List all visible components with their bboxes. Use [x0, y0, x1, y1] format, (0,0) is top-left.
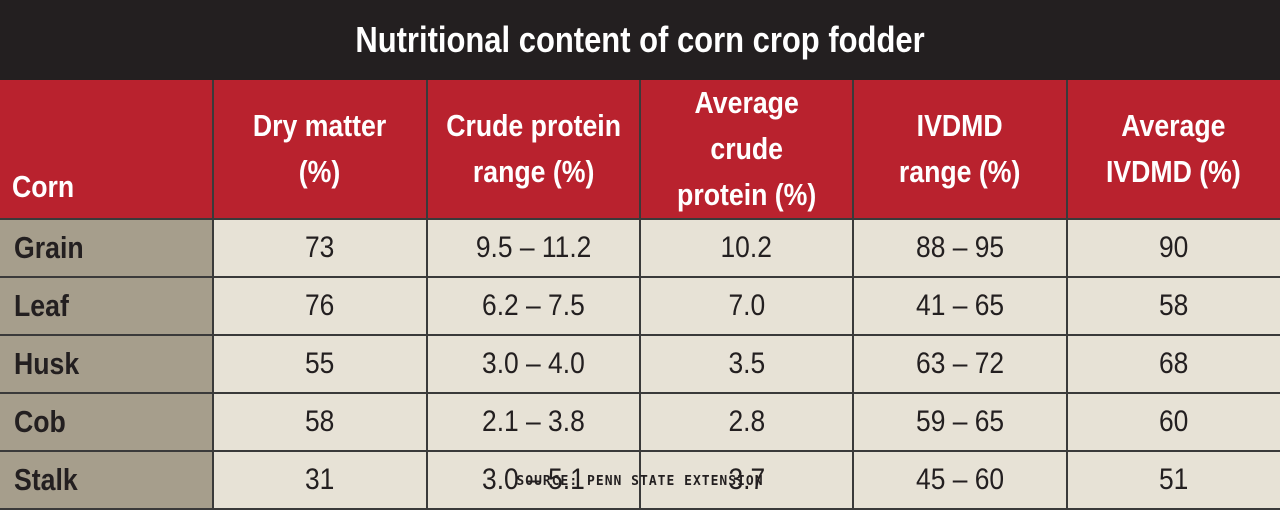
table-cell: 2.1 – 3.8: [425, 392, 641, 452]
cell-value: 90: [1159, 231, 1189, 264]
header-row: Corn Dry matter (%) Crude protein range …: [0, 80, 1280, 220]
cell-value: 10.2: [720, 231, 773, 264]
column-header-label: Crude protein range (%): [445, 108, 621, 189]
cell-value: 73: [305, 231, 335, 264]
table-row: Husk 55 3.0 – 4.0 3.5 63 – 72 68: [0, 334, 1280, 394]
table-cell: 41 – 65: [852, 276, 1068, 336]
table-cell: 6.2 – 7.5: [425, 276, 641, 336]
cell-value: 31: [305, 463, 335, 496]
row-label-text: Grain: [14, 230, 84, 265]
table-cell: 10.2: [638, 218, 855, 278]
table-cell: 68: [1065, 334, 1280, 394]
cell-value: 58: [305, 405, 335, 438]
table-cell: 51: [1065, 450, 1280, 510]
column-header-label: Average crude protein (%): [677, 85, 817, 212]
chart-title: Nutritional content of corn crop fodder: [355, 19, 925, 60]
column-header-label: Corn: [12, 169, 75, 204]
cell-value: 7.0: [728, 289, 765, 322]
table-cell: 55: [212, 334, 428, 394]
cell-value: 63 – 72: [915, 347, 1005, 380]
row-label-stalk: Stalk: [0, 450, 215, 510]
table-cell: 59 – 65: [852, 392, 1068, 452]
column-header-corn: Corn: [0, 80, 215, 220]
table-cell: 3.0 – 4.0: [425, 334, 641, 394]
cell-value: 68: [1159, 347, 1189, 380]
table-cell: 2.8: [638, 392, 855, 452]
cell-value: 2.1 – 3.8: [481, 405, 585, 438]
cell-value: 9.5 – 11.2: [475, 231, 592, 264]
cell-value: 3.0 – 5.1: [481, 463, 585, 496]
cell-value: 60: [1159, 405, 1189, 438]
table-cell: 63 – 72: [852, 334, 1068, 394]
table-cell: 88 – 95: [852, 218, 1068, 278]
row-label-husk: Husk: [0, 334, 215, 394]
table-row: Cob 58 2.1 – 3.8 2.8 59 – 65 60: [0, 392, 1280, 452]
table-cell: 3.5: [638, 334, 855, 394]
table-cell: 73: [212, 218, 428, 278]
row-label-grain: Grain: [0, 218, 215, 278]
row-label-leaf: Leaf: [0, 276, 215, 336]
table-cell: 7.0: [638, 276, 855, 336]
cell-value: 6.2 – 7.5: [481, 289, 585, 322]
cell-value: 58: [1159, 289, 1189, 322]
cell-value: 3.5: [728, 347, 765, 380]
table-cell: 58: [1065, 276, 1280, 336]
title-bar: Nutritional content of corn crop fodder: [0, 0, 1280, 80]
nutrition-table: Corn Dry matter (%) Crude protein range …: [0, 80, 1280, 510]
cell-value: 59 – 65: [915, 405, 1005, 438]
row-label-text: Leaf: [14, 288, 69, 323]
row-label-cob: Cob: [0, 392, 215, 452]
cell-value: 76: [305, 289, 335, 322]
cell-value: 88 – 95: [915, 231, 1005, 264]
cell-value: 3.0 – 4.0: [481, 347, 585, 380]
cell-value: 2.8: [728, 405, 765, 438]
table-cell: 60: [1065, 392, 1280, 452]
row-label-text: Husk: [14, 346, 80, 381]
column-header-average-crude-protein: Average crude protein (%): [638, 80, 855, 220]
table-row: Grain 73 9.5 – 11.2 10.2 88 – 95 90: [0, 218, 1280, 278]
table-cell: 58: [212, 392, 428, 452]
table-cell: 3.0 – 5.1: [425, 450, 641, 510]
column-header-average-ivdmd: Average IVDMD (%): [1065, 80, 1280, 220]
column-header-label: Dry matter (%): [253, 108, 387, 189]
cell-value: 51: [1159, 463, 1189, 496]
column-header-dry-matter: Dry matter (%): [212, 80, 428, 220]
row-label-text: Stalk: [14, 462, 78, 497]
cell-value: 45 – 60: [915, 463, 1005, 496]
column-header-crude-protein-range: Crude protein range (%): [425, 80, 641, 220]
table-row: Leaf 76 6.2 – 7.5 7.0 41 – 65 58: [0, 276, 1280, 336]
column-header-ivdmd-range: IVDMD range (%): [852, 80, 1068, 220]
column-header-label: IVDMD range (%): [899, 108, 1021, 189]
cell-value: 41 – 65: [915, 289, 1005, 322]
table-cell: 76: [212, 276, 428, 336]
column-header-label: Average IVDMD (%): [1106, 108, 1242, 189]
row-label-text: Cob: [14, 404, 66, 439]
cell-value: 3.7: [728, 463, 765, 496]
source-note: SOURCE: PENN STATE EXTENSION: [516, 474, 764, 489]
table-cell: 90: [1065, 218, 1280, 278]
table-cell: 3.7: [638, 450, 855, 510]
table-cell: 9.5 – 11.2: [425, 218, 641, 278]
cell-value: 55: [305, 347, 335, 380]
